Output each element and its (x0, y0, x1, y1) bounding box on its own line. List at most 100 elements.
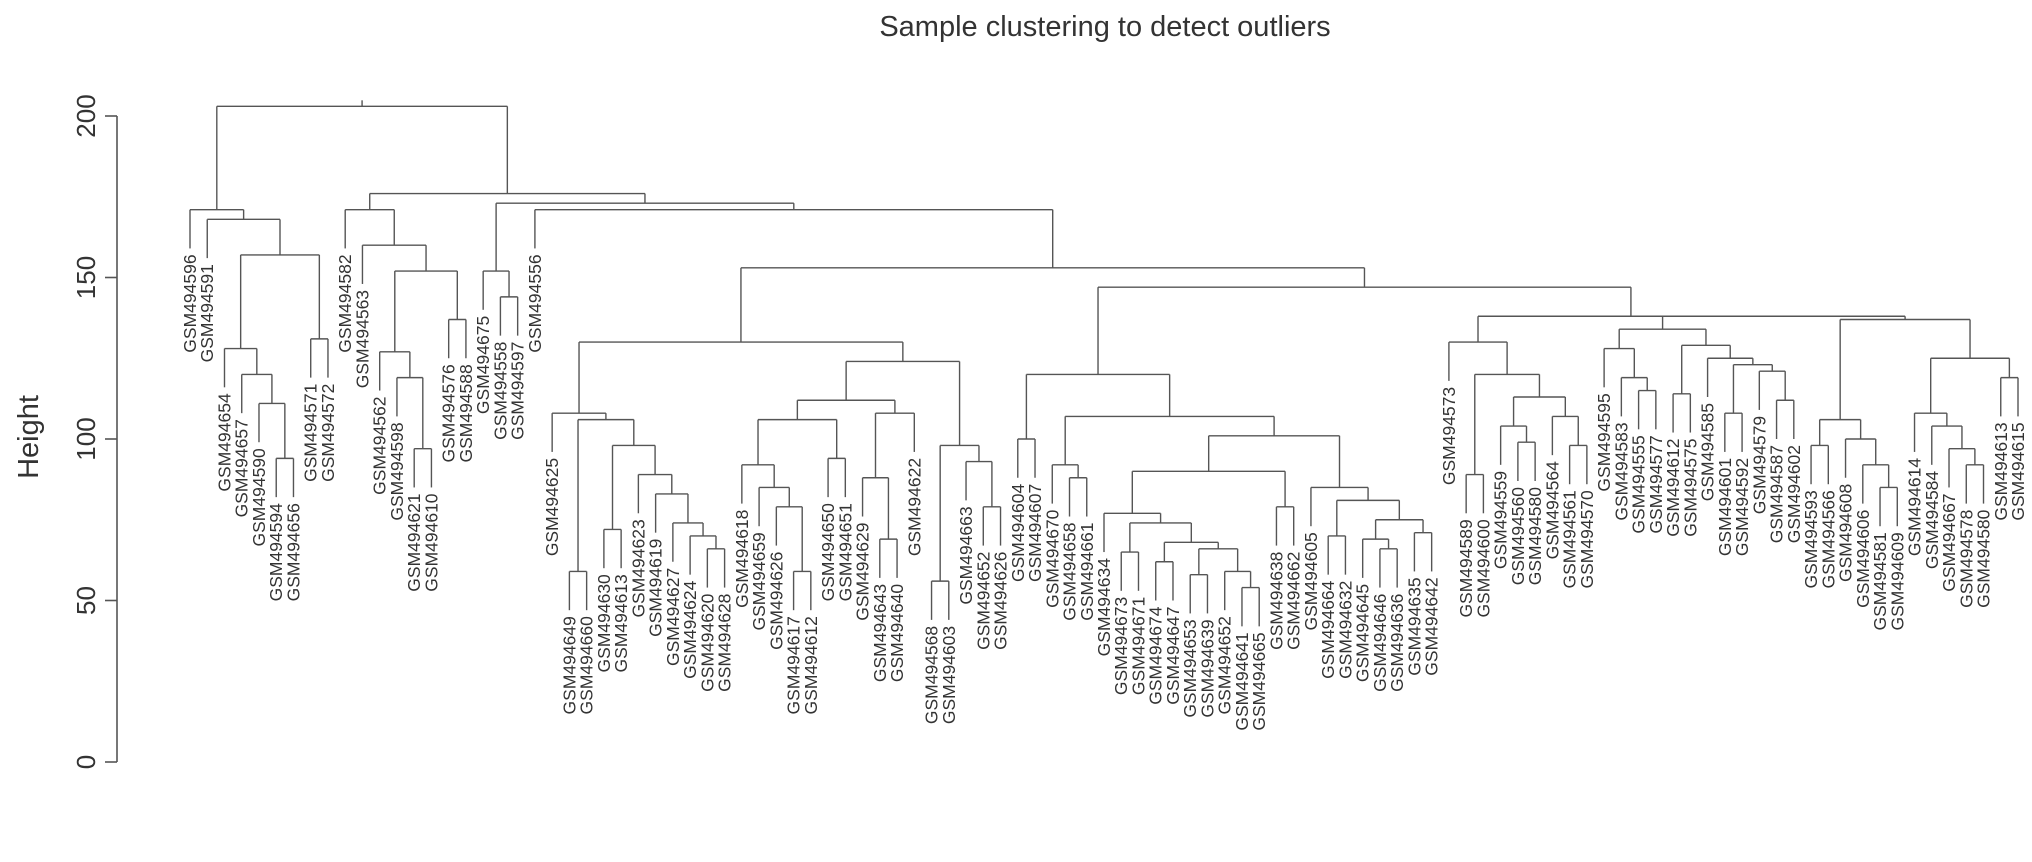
leaf-label: GSM494612 (1663, 439, 1683, 537)
leaf-label: GSM494577 (1646, 435, 1666, 533)
leaf-label: GSM494606 (1853, 510, 1873, 608)
leaf-label: GSM494613 (611, 574, 631, 672)
leaf-label: GSM494656 (283, 503, 303, 601)
leaf-label: GSM494572 (318, 384, 338, 482)
leaf-label: GSM494660 (577, 616, 597, 715)
leaf-label: GSM494675 (473, 316, 493, 414)
leaf-label: GSM494652 (1215, 616, 1235, 714)
leaf-label: GSM494621 (404, 493, 424, 591)
leaf-label: GSM494584 (1922, 471, 1942, 570)
leaf-label: GSM494576 (439, 364, 459, 462)
leaf-label: GSM494570 (1577, 490, 1597, 589)
leaf-label: GSM494555 (1629, 435, 1649, 533)
leaf-label: GSM494617 (784, 616, 804, 714)
leaf-label: GSM494595 (1594, 393, 1614, 491)
leaf-label: GSM494561 (1560, 490, 1580, 588)
leaf-label: GSM494673 (1111, 597, 1131, 695)
leaf-label: GSM494575 (1680, 439, 1700, 537)
leaf-label: GSM494581 (1870, 532, 1890, 630)
leaf-label: GSM494663 (956, 506, 976, 604)
leaf-label: GSM494657 (232, 419, 252, 517)
leaf-label: GSM494628 (715, 594, 735, 692)
leaf-label: GSM494598 (387, 422, 407, 520)
leaf-label: GSM494665 (1249, 632, 1269, 730)
leaf-label: GSM494640 (887, 584, 907, 683)
leaf-label: GSM494600 (1473, 519, 1493, 618)
leaf-label: GSM494604 (1008, 484, 1028, 583)
leaf-label: GSM494596 (180, 254, 200, 352)
leaf-label: GSM494590 (249, 448, 269, 547)
leaf-label: GSM494645 (1353, 584, 1373, 682)
leaf-label: GSM494626 (991, 552, 1011, 650)
leaf-labels: GSM494596GSM494591GSM494654GSM494657GSM4… (180, 254, 2028, 730)
leaf-label: GSM494560 (1508, 487, 1528, 586)
leaf-label: GSM494664 (1318, 580, 1338, 679)
leaf-label: GSM494587 (1767, 445, 1787, 543)
leaf-label: GSM494609 (1887, 532, 1907, 630)
leaf-label: GSM494583 (1611, 422, 1631, 520)
leaf-label: GSM494639 (1197, 619, 1217, 717)
y-tick-label: 50 (71, 586, 101, 615)
leaf-label: GSM494620 (697, 593, 717, 692)
leaf-label: GSM494625 (542, 458, 562, 556)
y-axis-label: Height (13, 395, 45, 479)
leaf-label: GSM494594 (266, 503, 286, 602)
leaf-label: GSM494647 (1163, 607, 1183, 705)
leaf-label: GSM494634 (1094, 558, 1114, 657)
leaf-label: GSM494556 (525, 254, 545, 352)
leaf-label: GSM494667 (1939, 493, 1959, 591)
leaf-label: GSM494591 (197, 264, 217, 362)
dendrogram-branches (189, 100, 2019, 627)
leaf-label: GSM494614 (1905, 458, 1925, 557)
leaf-label: GSM494568 (922, 626, 942, 724)
leaf-label: GSM494659 (749, 532, 769, 630)
leaf-label: GSM494626 (766, 552, 786, 650)
leaf-label: GSM494674 (1146, 606, 1166, 705)
leaf-label: GSM494619 (646, 539, 666, 637)
leaf-label: GSM494602 (1784, 445, 1804, 543)
leaf-label: GSM494658 (1060, 523, 1080, 621)
leaf-label: GSM494627 (663, 568, 683, 666)
leaf-label: GSM494661 (1077, 523, 1097, 621)
leaf-label: GSM494585 (1698, 403, 1718, 501)
leaf-label: GSM494564 (1542, 461, 1562, 560)
leaf-label: GSM494558 (490, 342, 510, 440)
leaf-label: GSM494638 (1266, 552, 1286, 650)
y-tick-label: 150 (71, 256, 101, 299)
leaf-label: GSM494573 (1439, 387, 1459, 485)
leaf-label: GSM494635 (1404, 577, 1424, 675)
leaf-label: GSM494592 (1732, 458, 1752, 556)
leaf-label: GSM494580 (1525, 487, 1545, 586)
y-tick-label: 100 (71, 417, 101, 460)
y-axis: 0 50 100 150 200 (71, 94, 118, 769)
leaf-label: GSM494646 (1370, 594, 1390, 692)
leaf-label: GSM494653 (1180, 619, 1200, 717)
leaf-label: GSM494593 (1801, 490, 1821, 588)
leaf-label: GSM494559 (1491, 471, 1511, 569)
leaf-label: GSM494580 (1974, 509, 1994, 608)
leaf-label: GSM494671 (1128, 597, 1148, 695)
leaf-label: GSM494582 (335, 254, 355, 352)
y-tick-label: 0 (71, 755, 101, 769)
leaf-label: GSM494649 (559, 616, 579, 714)
leaf-label: GSM494622 (904, 458, 924, 556)
leaf-label: GSM494610 (421, 493, 441, 592)
leaf-label: GSM494612 (801, 616, 821, 714)
leaf-label: GSM494578 (1956, 510, 1976, 608)
leaf-label: GSM494618 (732, 510, 752, 608)
leaf-label: GSM494642 (1422, 577, 1442, 675)
leaf-label: GSM494623 (628, 519, 648, 617)
leaf-label: GSM494579 (1749, 416, 1769, 514)
leaf-label: GSM494608 (1836, 484, 1856, 582)
leaf-label: GSM494630 (594, 574, 614, 673)
leaf-label: GSM494603 (939, 626, 959, 724)
leaf-label: GSM494601 (1715, 458, 1735, 556)
leaf-label: GSM494629 (853, 523, 873, 621)
chart-title: Sample clustering to detect outliers (879, 11, 1330, 43)
leaf-label: GSM494607 (1025, 484, 1045, 582)
leaf-label: GSM494650 (818, 503, 838, 602)
leaf-label: GSM494571 (301, 384, 321, 482)
leaf-label: GSM494562 (370, 397, 390, 495)
leaf-label: GSM494605 (1301, 532, 1321, 630)
